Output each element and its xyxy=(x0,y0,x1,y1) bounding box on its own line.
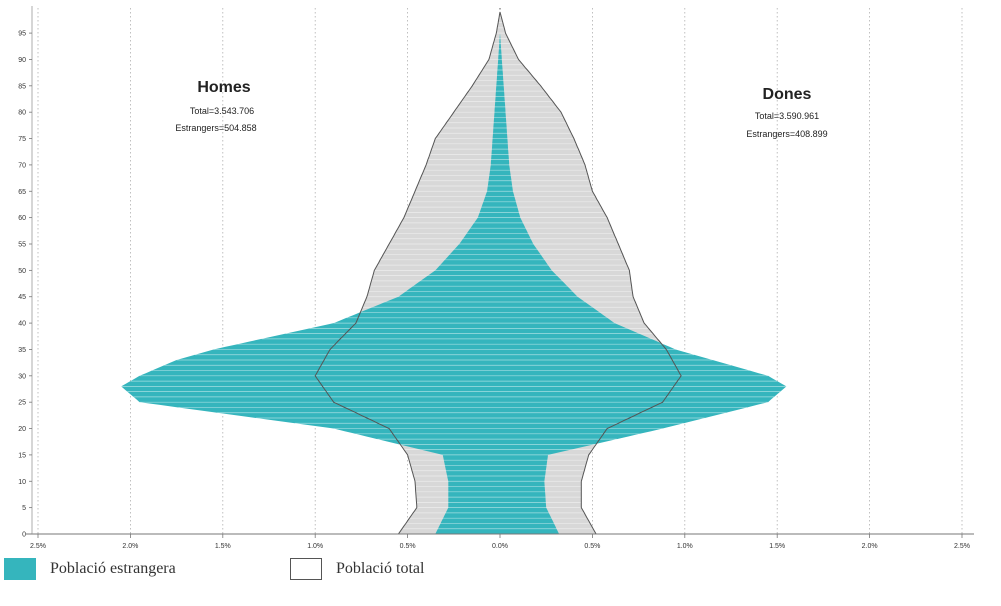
x-tick-label: 0.0% xyxy=(492,543,508,550)
y-tick-label: 85 xyxy=(18,83,26,90)
legend-swatch-foreign xyxy=(4,558,36,580)
y-tick-label: 50 xyxy=(18,268,26,275)
men-total: Total=3.543.706 xyxy=(190,106,254,116)
legend-label-total: Població total xyxy=(336,560,425,577)
y-tick-label: 55 xyxy=(18,242,26,249)
y-tick-label: 5 xyxy=(22,505,26,512)
y-tick-label: 15 xyxy=(18,452,26,459)
x-tick-label: 2.0% xyxy=(122,543,138,550)
y-tick-label: 45 xyxy=(18,294,26,301)
y-tick-label: 25 xyxy=(18,400,26,407)
legend-item-total: Població total xyxy=(290,558,424,580)
x-tick-label: 1.0% xyxy=(677,543,693,550)
x-tick-label: 2.5% xyxy=(30,543,46,550)
y-tick-label: 60 xyxy=(18,215,26,222)
foreign-population-area xyxy=(121,33,787,534)
y-tick-label: 20 xyxy=(18,426,26,433)
y-tick-label: 40 xyxy=(18,321,26,328)
y-tick-label: 90 xyxy=(18,57,26,64)
y-tick-label: 10 xyxy=(18,479,26,486)
x-tick-label: 2.0% xyxy=(862,543,878,550)
women-foreign: Estrangers=408.899 xyxy=(746,129,827,139)
legend-item-foreign: Població estrangera xyxy=(4,558,176,580)
total-population-outline-path xyxy=(314,11,682,535)
x-tick-label: 1.0% xyxy=(307,543,323,550)
legend-swatch-total xyxy=(290,558,322,580)
y-tick-label: 65 xyxy=(18,189,26,196)
tick-labels: 2.5% 2.0% 1.5% 1.0% 0.5% 0.0% 0.5% 1.0% 1.5% 2.0%… xyxy=(18,31,970,550)
y-tick-label: 75 xyxy=(18,136,26,143)
x-tick-label: 1.5% xyxy=(215,543,231,550)
x-tick-label: 0.5% xyxy=(400,543,416,550)
y-tick-label: 0 xyxy=(22,532,26,539)
foreign-population-shape xyxy=(121,33,787,534)
men-title: Homes xyxy=(197,79,250,96)
women-total: Total=3.590.961 xyxy=(755,111,819,121)
y-tick-label: 95 xyxy=(18,31,26,38)
legend: Població estrangera Població total xyxy=(0,558,1001,606)
y-tick-label: 35 xyxy=(18,347,26,354)
y-tick-label: 30 xyxy=(18,373,26,380)
axes xyxy=(26,6,974,538)
x-tick-label: 2.5% xyxy=(954,543,970,550)
x-tick-label: 0.5% xyxy=(584,543,600,550)
legend-label-foreign: Població estrangera xyxy=(50,560,176,577)
y-tick-label: 70 xyxy=(18,162,26,169)
men-foreign: Estrangers=504.858 xyxy=(175,123,256,133)
x-tick-label: 1.5% xyxy=(769,543,785,550)
population-pyramid-chart: 2.5% 2.0% 1.5% 1.0% 0.5% 0.0% 0.5% 1.0% 1.5% 2.0%… xyxy=(18,6,974,550)
women-title: Dones xyxy=(763,86,812,103)
total-population-outline xyxy=(314,11,682,535)
y-tick-label: 80 xyxy=(18,110,26,117)
